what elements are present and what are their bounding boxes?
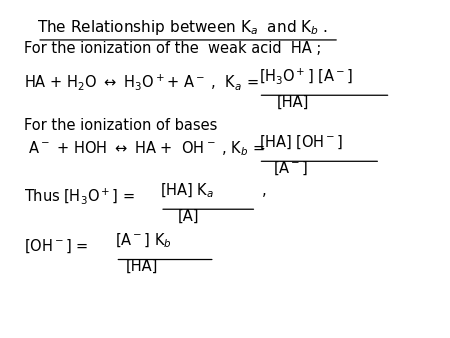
- Text: A$^-$ + HOH $\leftrightarrow$ HA +  OH$^-$ , K$_b$ =: A$^-$ + HOH $\leftrightarrow$ HA + OH$^-…: [24, 139, 266, 158]
- Text: [H$_3$O$^+$] [A$^-$]: [H$_3$O$^+$] [A$^-$]: [259, 66, 352, 86]
- Text: Thus [H$_3$O$^+$] =: Thus [H$_3$O$^+$] =: [24, 186, 136, 206]
- Text: [HA] [OH$^-$]: [HA] [OH$^-$]: [259, 134, 343, 151]
- Text: [HA]: [HA]: [126, 259, 158, 274]
- Text: HA + H$_2$O $\leftrightarrow$ H$_3$O$^+$+ A$^-$ ,  K$_a$ =: HA + H$_2$O $\leftrightarrow$ H$_3$O$^+$…: [24, 72, 260, 92]
- Text: ,: ,: [262, 183, 267, 198]
- Text: [HA] K$_a$: [HA] K$_a$: [160, 182, 214, 200]
- Text: For the ionization of the  weak acid  HA ;: For the ionization of the weak acid HA ;: [24, 41, 321, 56]
- Text: The Relationship between K$_a$  and K$_b$ .: The Relationship between K$_a$ and K$_b$…: [37, 18, 328, 37]
- Text: [A$^-$]: [A$^-$]: [273, 160, 309, 177]
- Text: For the ionization of bases: For the ionization of bases: [24, 118, 217, 134]
- Text: [A$^-$] K$_b$: [A$^-$] K$_b$: [116, 232, 172, 250]
- Text: [OH$^-$] =: [OH$^-$] =: [24, 238, 90, 255]
- Text: [HA]: [HA]: [276, 95, 309, 110]
- Text: [A]: [A]: [178, 209, 199, 224]
